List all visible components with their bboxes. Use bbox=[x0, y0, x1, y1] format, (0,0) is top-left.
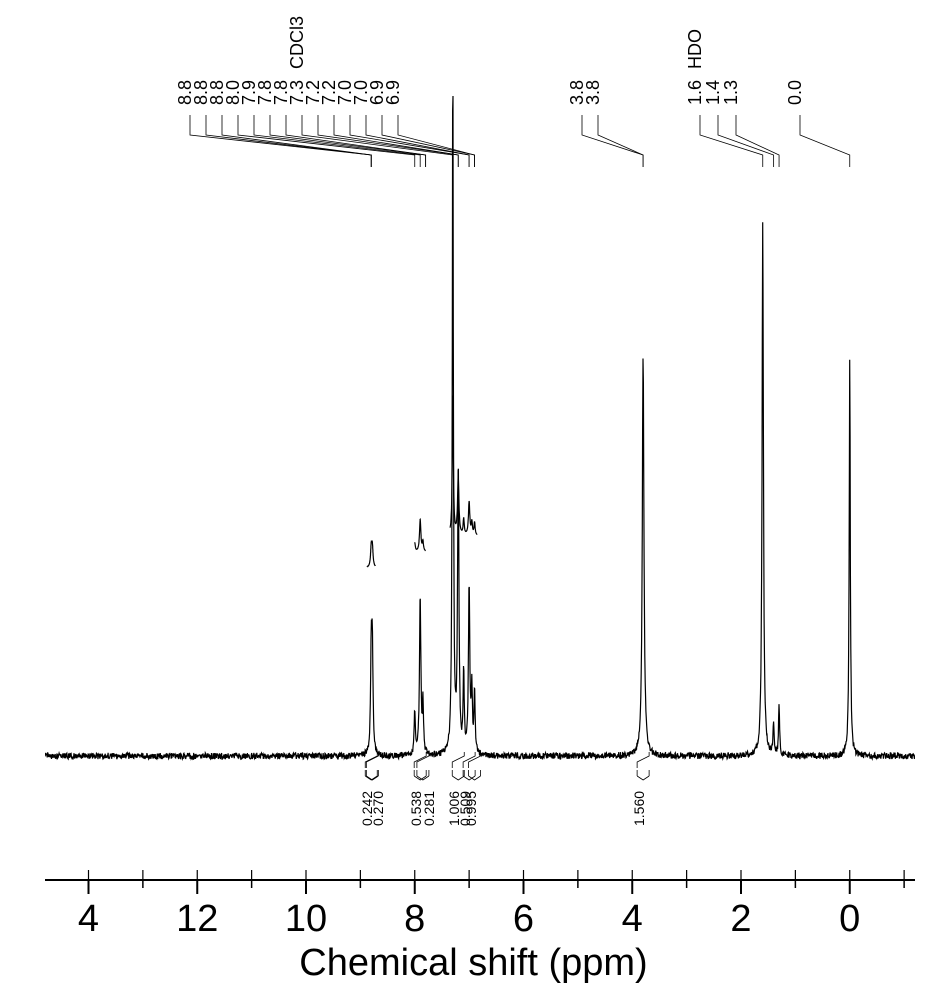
solvent-label: HDO bbox=[685, 29, 706, 69]
integration-step bbox=[637, 752, 649, 768]
peak-connector bbox=[302, 115, 453, 167]
x-tick-label: 8 bbox=[404, 898, 425, 941]
integration-value: 1.560 bbox=[631, 791, 647, 826]
nmr-spectrum-chart: 41210864208.88.88.88.07.97.87.8CDCl37.37… bbox=[0, 0, 947, 1000]
integration-step bbox=[365, 752, 377, 768]
x-tick-label: 10 bbox=[285, 898, 327, 941]
peak-label: 1.3 bbox=[721, 80, 742, 105]
integration-bracket bbox=[365, 770, 377, 780]
integration-value: 0.995 bbox=[463, 791, 479, 826]
integration-step bbox=[469, 752, 481, 768]
x-tick-label: 2 bbox=[730, 898, 751, 941]
x-tick-label: 4 bbox=[78, 898, 99, 941]
integration-bracket bbox=[469, 770, 481, 780]
integration-value: 0.281 bbox=[421, 791, 437, 826]
integration-bracket bbox=[452, 770, 464, 780]
peak-connector bbox=[800, 115, 850, 167]
peak-connector bbox=[598, 115, 643, 167]
peak-label: 6.9 bbox=[383, 80, 404, 105]
x-tick-label: 0 bbox=[839, 898, 860, 941]
x-tick-label: 4 bbox=[622, 898, 643, 941]
x-tick-label: 6 bbox=[513, 898, 534, 941]
peak-connector bbox=[718, 115, 774, 167]
peak-connector bbox=[582, 115, 643, 167]
integration-step bbox=[452, 752, 464, 768]
integration-value: 0.270 bbox=[370, 791, 386, 826]
solvent-label: CDCl3 bbox=[287, 16, 308, 69]
peak-connector bbox=[736, 115, 779, 167]
x-axis-label: Chemical shift (ppm) bbox=[299, 942, 647, 985]
peak-label: 0.0 bbox=[785, 80, 806, 105]
peak-connector bbox=[700, 115, 763, 167]
peak-connector bbox=[366, 115, 469, 167]
integration-step bbox=[366, 752, 378, 768]
peak-label: 3.8 bbox=[583, 80, 604, 105]
axis-svg bbox=[0, 0, 947, 1000]
x-tick-label: 12 bbox=[176, 898, 218, 941]
integration-bracket bbox=[637, 770, 649, 780]
peak-connector bbox=[190, 115, 371, 167]
integration-bracket bbox=[366, 770, 378, 780]
integration-bracket bbox=[463, 770, 475, 780]
